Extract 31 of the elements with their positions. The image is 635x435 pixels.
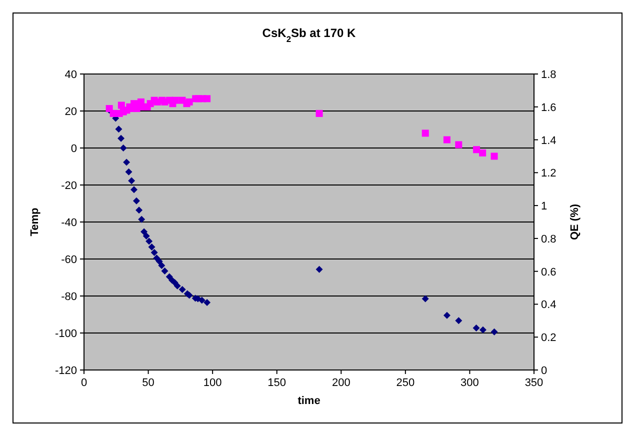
- x-tick-label: 350: [524, 377, 544, 389]
- x-axis-title: time: [298, 395, 320, 407]
- y2-tick-label: 0.4: [541, 299, 556, 312]
- y2-tick-label: 1: [541, 200, 548, 213]
- y-tick-label: -80: [61, 291, 77, 303]
- y2-tick-label: 0.6: [541, 266, 556, 278]
- x-tick-label: 300: [460, 377, 479, 389]
- chart-title: CsK$_{2}$Sb at 170 K: [262, 26, 356, 44]
- y-tick-label: 0: [70, 143, 77, 155]
- y-tick-label: -40: [61, 217, 77, 229]
- x-tick-label: 250: [396, 377, 415, 389]
- x-tick-label: 200: [332, 377, 350, 389]
- y2-tick-label: 0.8: [541, 233, 556, 246]
- y-tick-label: -120: [54, 365, 77, 377]
- y-tick-label: -100: [54, 328, 77, 340]
- y-tick-label: -20: [61, 180, 77, 192]
- y2-tick-label: 0.2: [541, 332, 556, 344]
- y2-tick-label: 1.2: [541, 168, 556, 180]
- x-tick-label: 100: [203, 377, 222, 389]
- y-tick-label: 20: [64, 106, 77, 118]
- y2-tick-label: 0: [541, 365, 548, 377]
- y-axis-title: Temp: [29, 207, 41, 236]
- y2-tick-label: 1.6: [541, 102, 556, 114]
- y-tick-label: -60: [61, 254, 77, 266]
- y2-tick-label: 1.4: [541, 134, 556, 147]
- y2-axis-title: QE (%): [569, 204, 581, 240]
- y2-tick-label: 1.8: [541, 69, 556, 81]
- x-tick-label: 0: [80, 377, 88, 389]
- y-tick-label: 40: [64, 69, 77, 81]
- x-tick-label: 50: [142, 377, 154, 389]
- x-tick-label: 150: [268, 377, 286, 389]
